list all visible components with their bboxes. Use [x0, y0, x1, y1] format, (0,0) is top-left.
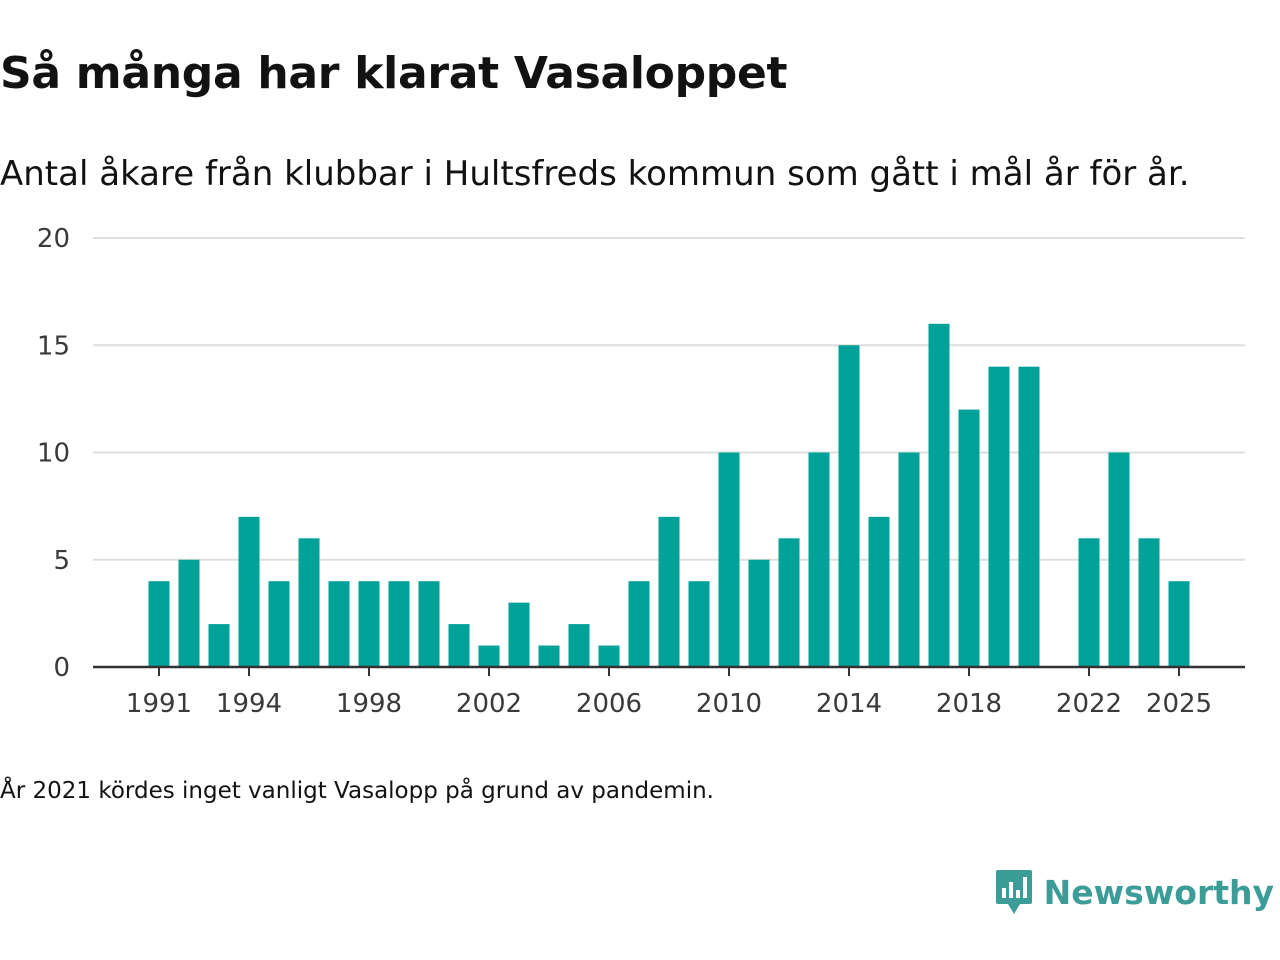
- bar-1996: [298, 538, 320, 667]
- brand: Newsworthy: [994, 868, 1274, 916]
- bar-2008: [658, 516, 680, 667]
- bar-2012: [778, 538, 800, 667]
- bar-2020: [1018, 366, 1040, 667]
- grid-lines: [93, 237, 1245, 561]
- x-tick-label-2002: 2002: [456, 689, 522, 719]
- bar-2017: [928, 323, 950, 667]
- bar-2013: [808, 452, 830, 667]
- x-tick-label-2022: 2022: [1056, 689, 1122, 719]
- x-tick-label-1998: 1998: [336, 689, 402, 719]
- x-tick-label-2025: 2025: [1146, 689, 1212, 719]
- brand-name: Newsworthy: [1043, 872, 1274, 912]
- y-tick-label-20: 20: [37, 224, 70, 254]
- bar-2007: [628, 581, 650, 667]
- footnote: År 2021 kördes inget vanligt Vasalopp på…: [0, 778, 714, 804]
- chart-title: Så många har klarat Vasaloppet: [0, 48, 788, 99]
- x-tick-label-1991: 1991: [126, 689, 192, 719]
- bar-2016: [898, 452, 920, 667]
- bar-2004: [538, 645, 560, 667]
- bar-1994: [238, 516, 260, 667]
- bar-2003: [508, 602, 530, 667]
- bar-2005: [568, 624, 590, 667]
- newsworthy-logo-icon: [995, 870, 1032, 914]
- bar-2010: [718, 452, 740, 667]
- bar-1991: [148, 581, 170, 667]
- bar-1993: [208, 624, 230, 667]
- bar-1998: [358, 581, 380, 667]
- x-tick-label-1994: 1994: [216, 689, 282, 719]
- y-tick-label-0: 0: [53, 653, 70, 683]
- bar-2006: [598, 645, 620, 667]
- bar-1995: [268, 581, 290, 667]
- bar-1997: [328, 581, 350, 667]
- bar-2019: [988, 366, 1010, 667]
- bar-2018: [958, 409, 980, 667]
- axes: 0 5 10 15 20 1991 1994 1998 2002 2006 2010 2014 2018…: [37, 224, 1245, 719]
- bar-chart: 0 5 10 15 20 1991 1994 1998 2002 2006 2010 2014 2018…: [37, 224, 1245, 719]
- bar-2002: [478, 645, 500, 667]
- chart-subtitle: Antal åkare från klubbar i Hultsfreds ko…: [0, 154, 1190, 194]
- x-tick-label-2018: 2018: [936, 689, 1002, 719]
- bars: [148, 323, 1190, 667]
- x-tick-label-2014: 2014: [816, 689, 882, 719]
- bar-2001: [448, 624, 470, 667]
- bar-2024: [1138, 538, 1160, 667]
- y-tick-label-5: 5: [53, 546, 70, 576]
- bar-2023: [1108, 452, 1130, 667]
- bar-2022: [1078, 538, 1100, 667]
- bar-2025: [1168, 581, 1190, 667]
- bar-1999: [388, 581, 410, 667]
- x-tick-label-2010: 2010: [696, 689, 762, 719]
- bar-1992: [178, 559, 200, 667]
- bar-2015: [868, 516, 890, 667]
- bar-2011: [748, 559, 770, 667]
- bar-2014: [838, 345, 860, 667]
- bar-2000: [418, 581, 440, 667]
- bar-2009: [688, 581, 710, 667]
- y-tick-label-15: 15: [37, 331, 70, 361]
- y-tick-label-10: 10: [37, 439, 70, 469]
- x-tick-label-2006: 2006: [576, 689, 642, 719]
